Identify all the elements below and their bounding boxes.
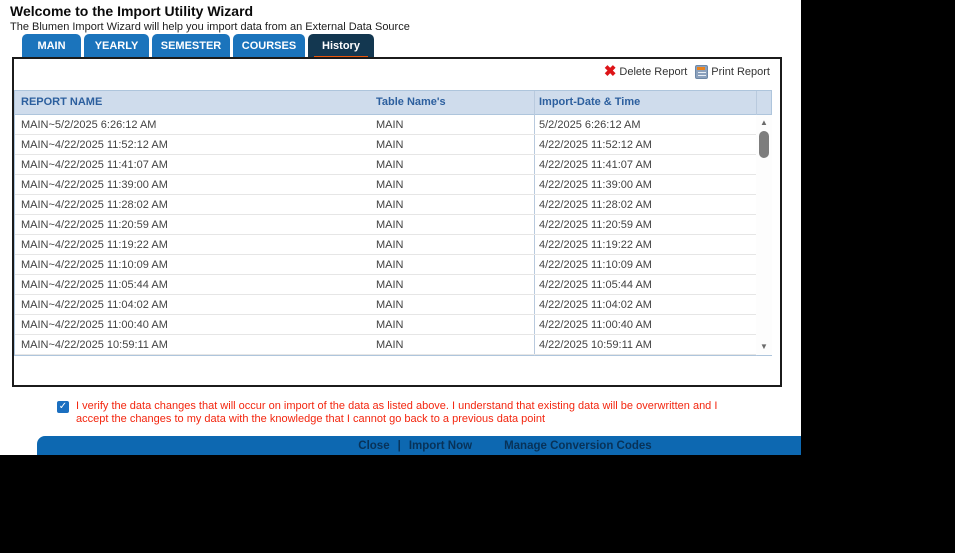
tab-main[interactable]: MAIN	[22, 34, 81, 57]
column-header-report-name: REPORT NAME	[21, 96, 103, 108]
table-cell: MAIN~4/22/2025 11:00:40 AM	[21, 319, 168, 331]
table-cell: 4/22/2025 11:00:40 AM	[539, 319, 652, 331]
table-cell: 4/22/2025 11:39:00 AM	[539, 179, 652, 191]
table-cell: 4/22/2025 11:04:02 AM	[539, 299, 652, 311]
table-cell: MAIN	[376, 119, 404, 131]
table-cell: 4/22/2025 10:59:11 AM	[539, 339, 652, 351]
scroll-up-icon[interactable]: ▲	[760, 118, 768, 127]
table-cell: MAIN~4/22/2025 11:20:59 AM	[21, 219, 168, 231]
column-header-table-names: Table Name's	[376, 96, 446, 108]
table-cell: MAIN	[376, 179, 404, 191]
table-cell: 4/22/2025 11:20:59 AM	[539, 219, 652, 231]
delete-report-button[interactable]: ✖ Delete Report	[603, 63, 688, 80]
table-cell: 4/22/2025 11:52:12 AM	[539, 139, 652, 151]
tab-courses[interactable]: COURSES	[233, 34, 305, 57]
dialog-surface: Welcome to the Import Utility Wizard The…	[0, 0, 801, 455]
manage-conversion-codes-button[interactable]: Manage Conversion Codes	[504, 439, 652, 452]
table-cell: MAIN	[376, 199, 404, 211]
confirmation-text: I verify the data changes that will occu…	[76, 400, 718, 425]
table-cell: 4/22/2025 11:41:07 AM	[539, 159, 652, 171]
table-row[interactable]: MAIN~4/22/2025 11:39:00 AM MAIN 4/22/2025 …	[15, 175, 756, 195]
table-cell: MAIN~5/2/2025 6:26:12 AM	[21, 119, 157, 131]
table-cell: 4/22/2025 11:10:09 AM	[539, 259, 652, 271]
tab-history[interactable]: History	[308, 34, 374, 60]
footer-separator: |	[397, 439, 401, 452]
table-cell: MAIN~4/22/2025 11:19:22 AM	[21, 239, 168, 251]
table-cell: MAIN	[376, 299, 404, 311]
close-button[interactable]: Close	[358, 439, 390, 452]
column-header-import-date: Import-Date & Time	[539, 96, 641, 108]
table-cell: MAIN~4/22/2025 11:28:02 AM	[21, 199, 168, 211]
scroll-down-icon[interactable]: ▼	[760, 342, 768, 351]
delete-x-icon: ✖	[603, 63, 617, 80]
table-row[interactable]: MAIN~4/22/2025 11:41:07 AM MAIN 4/22/2025 …	[15, 155, 756, 175]
footer-action-bar: Close | Import Now Manage Conversion Cod…	[37, 436, 801, 455]
table-cell: 4/22/2025 11:19:22 AM	[539, 239, 652, 251]
print-report-label: Print Report	[711, 66, 770, 78]
table-cell: MAIN~4/22/2025 11:52:12 AM	[21, 139, 168, 151]
table-cell: 5/2/2025 6:26:12 AM	[539, 119, 641, 131]
table-cell: MAIN~4/22/2025 11:05:44 AM	[21, 279, 168, 291]
print-report-icon	[695, 65, 709, 79]
import-now-button[interactable]: Import Now	[408, 439, 473, 452]
table-cell: MAIN~4/22/2025 10:59:11 AM	[21, 339, 168, 351]
import-history-table: REPORT NAME Table Name's Import-Date & T…	[14, 90, 772, 356]
table-cell: MAIN	[376, 259, 404, 271]
table-cell: MAIN	[376, 159, 404, 171]
scrollbar-thumb[interactable]	[759, 131, 769, 158]
page-subtitle: The Blumen Import Wizard will help you i…	[10, 21, 410, 33]
tab-bar: MAIN YEARLY SEMESTER COURSES History	[22, 34, 374, 60]
table-row[interactable]: MAIN~4/22/2025 11:04:02 AM MAIN 4/22/2025 …	[15, 295, 756, 315]
tab-semester[interactable]: SEMESTER	[152, 34, 230, 57]
table-cell: MAIN~4/22/2025 11:10:09 AM	[21, 259, 168, 271]
history-tab-panel: ✖ Delete Report Print Report REPORT NAME…	[12, 57, 782, 387]
table-row[interactable]: MAIN~4/22/2025 11:10:09 AM MAIN 4/22/2025 …	[15, 255, 756, 275]
table-row[interactable]: MAIN~4/22/2025 10:59:11 AM MAIN 4/22/2025 …	[15, 335, 756, 355]
table-cell: MAIN	[376, 239, 404, 251]
table-cell: MAIN	[376, 339, 404, 351]
tab-yearly[interactable]: YEARLY	[84, 34, 149, 57]
table-cell: MAIN	[376, 139, 404, 151]
table-scrollbar[interactable]: ▲ ▼	[756, 115, 772, 355]
print-report-button[interactable]: Print Report	[695, 65, 770, 79]
table-row[interactable]: MAIN~4/22/2025 11:00:40 AM MAIN 4/22/2025 …	[15, 315, 756, 335]
table-cell: MAIN~4/22/2025 11:04:02 AM	[21, 299, 168, 311]
table-cell: MAIN	[376, 279, 404, 291]
table-cell: 4/22/2025 11:05:44 AM	[539, 279, 652, 291]
table-cell: MAIN	[376, 219, 404, 231]
table-row[interactable]: MAIN~4/22/2025 11:52:12 AM MAIN 4/22/2025 …	[15, 135, 756, 155]
report-toolbar: ✖ Delete Report Print Report	[603, 63, 770, 80]
table-row[interactable]: MAIN~4/22/2025 11:20:59 AM MAIN 4/22/2025 …	[15, 215, 756, 235]
verify-checkbox[interactable]: ✓	[57, 401, 69, 413]
table-body: MAIN~5/2/2025 6:26:12 AM MAIN 5/2/2025 6:2…	[15, 115, 771, 355]
table-row[interactable]: MAIN~4/22/2025 11:19:22 AM MAIN 4/22/2025 …	[15, 235, 756, 255]
column-divider	[534, 91, 535, 356]
table-cell: 4/22/2025 11:28:02 AM	[539, 199, 652, 211]
table-row[interactable]: MAIN~4/22/2025 11:05:44 AM MAIN 4/22/2025 …	[15, 275, 756, 295]
table-cell: MAIN~4/22/2025 11:41:07 AM	[21, 159, 168, 171]
confirmation-row: ✓ I verify the data changes that will oc…	[57, 400, 724, 425]
table-cell: MAIN~4/22/2025 11:39:00 AM	[21, 179, 168, 191]
delete-report-label: Delete Report	[619, 66, 688, 78]
page-title: Welcome to the Import Utility Wizard	[10, 3, 254, 19]
table-row[interactable]: MAIN~4/22/2025 11:28:02 AM MAIN 4/22/2025 …	[15, 195, 756, 215]
table-cell: MAIN	[376, 319, 404, 331]
table-row[interactable]: MAIN~5/2/2025 6:26:12 AM MAIN 5/2/2025 6:2…	[15, 115, 756, 135]
table-header: REPORT NAME Table Name's Import-Date & T…	[15, 91, 771, 115]
footer-links: Close | Import Now Manage Conversion Cod…	[358, 440, 651, 452]
tab-history-label: History	[322, 39, 360, 52]
